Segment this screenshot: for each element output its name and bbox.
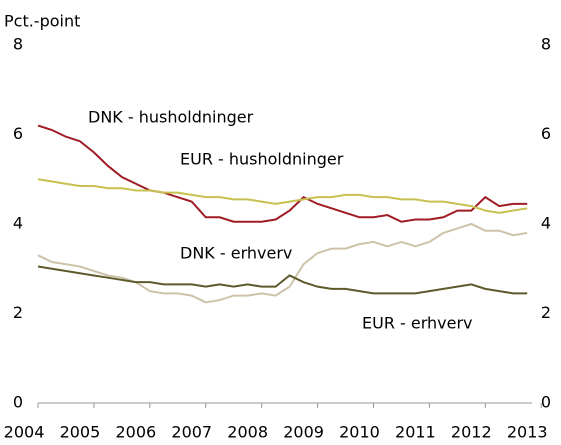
y-tick-label: 0 [13, 393, 23, 412]
series-line [37, 222, 528, 304]
x-tick-label: 2008 [227, 423, 268, 442]
series-line [37, 265, 528, 295]
x-tick-label: 2005 [60, 423, 101, 442]
series-line [37, 178, 528, 214]
y-axis-label: Pct.-point [4, 12, 80, 31]
y2-tick-label: 0 [541, 393, 551, 412]
y2-tick-label: 2 [541, 303, 551, 322]
y-tick-label: 4 [13, 214, 23, 233]
x-tick-label: 2006 [115, 423, 156, 442]
series-label: DNK - erhverv [180, 244, 292, 263]
series-label: EUR - erhverv [362, 314, 473, 333]
series-label: DNK - husholdninger [88, 108, 254, 127]
series-line [37, 124, 528, 223]
y2-tick-label: 6 [541, 124, 551, 143]
y2-tick-label: 8 [541, 35, 551, 54]
x-tick-label: 2012 [451, 423, 492, 442]
series-label: EUR - husholdninger [180, 150, 344, 169]
y-tick-label: 2 [13, 303, 23, 322]
y-tick-label: 6 [13, 124, 23, 143]
x-tick-label: 2007 [171, 423, 212, 442]
x-tick-label: 2004 [4, 423, 45, 442]
x-tick-label: 2009 [283, 423, 324, 442]
x-tick-label: 2011 [395, 423, 436, 442]
y-tick-label: 8 [13, 35, 23, 54]
y2-tick-label: 4 [541, 214, 551, 233]
x-tick-label: 2010 [339, 423, 380, 442]
x-tick-label: 2013 [507, 423, 548, 442]
